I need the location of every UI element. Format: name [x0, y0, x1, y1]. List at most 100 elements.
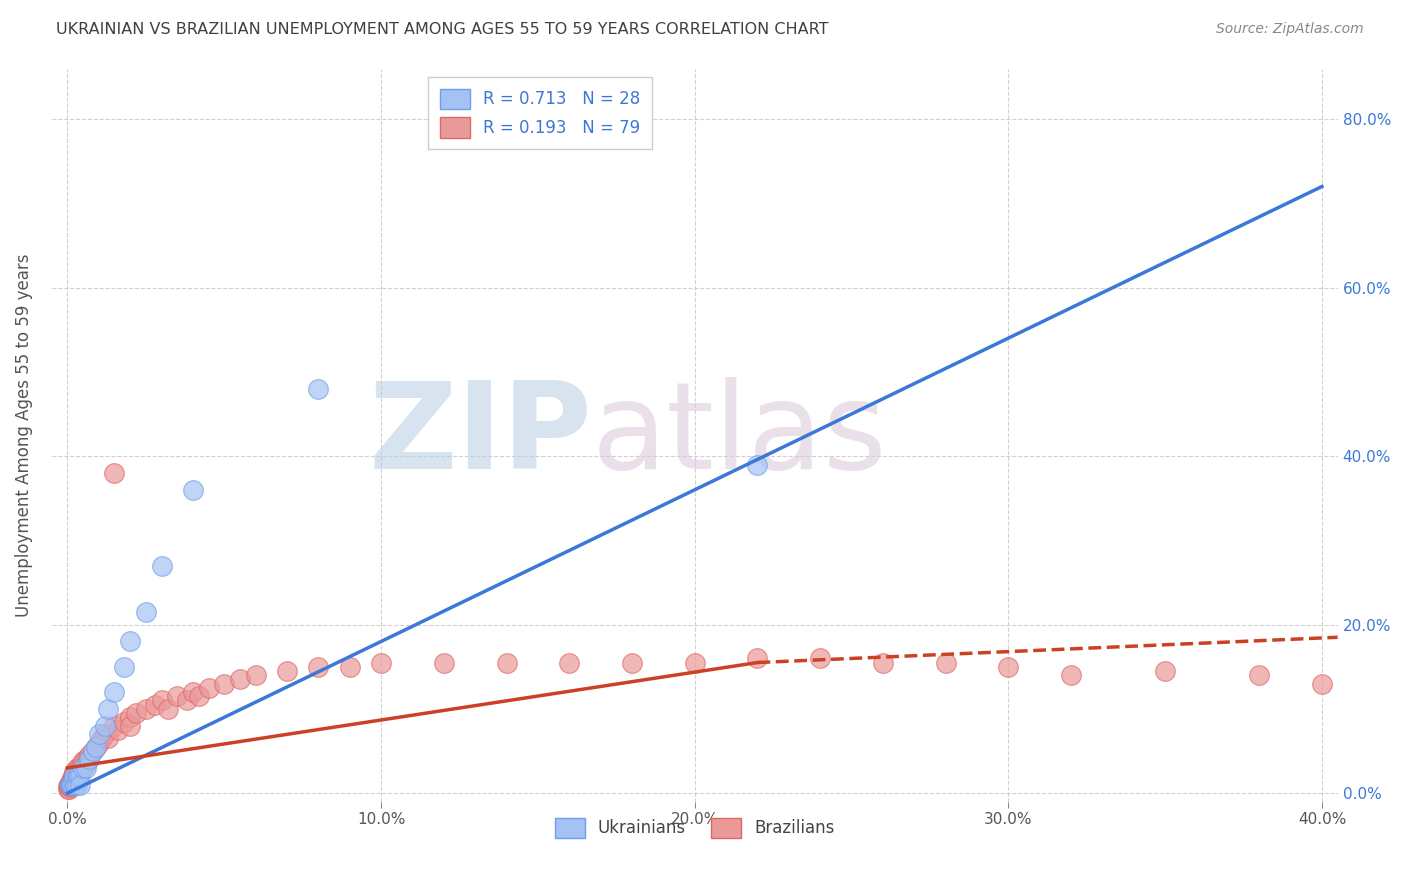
Point [87, 736, 110, 750]
Point [143, 698, 166, 712]
Point [60, 778, 83, 792]
Point [176, 693, 198, 707]
Point [79, 748, 101, 763]
Point [59, 778, 82, 792]
Text: atlas: atlas [592, 376, 887, 493]
Point [60, 778, 83, 792]
Point [120, 634, 142, 648]
Point [72, 754, 94, 768]
Point [66, 765, 89, 780]
Point [276, 664, 298, 678]
Point [1310, 676, 1333, 690]
Point [188, 690, 211, 704]
Point [79, 752, 101, 766]
Point [872, 656, 894, 670]
Point [79, 752, 101, 766]
Point [70, 756, 93, 771]
Point [65, 771, 87, 785]
Point [66, 778, 89, 792]
Point [62, 773, 84, 788]
Point [181, 483, 204, 497]
Point [197, 681, 219, 695]
Point [112, 659, 135, 673]
Point [747, 458, 769, 472]
Text: UKRAINIAN VS BRAZILIAN UNEMPLOYMENT AMONG AGES 55 TO 59 YEARS CORRELATION CHART: UKRAINIAN VS BRAZILIAN UNEMPLOYMENT AMON… [56, 22, 828, 37]
Point [135, 702, 157, 716]
Point [58, 780, 80, 794]
Point [69, 769, 91, 783]
Point [339, 659, 361, 673]
Point [67, 763, 90, 777]
Point [63, 769, 86, 783]
Point [82, 744, 104, 758]
Point [59, 778, 82, 792]
Point [103, 466, 125, 480]
Legend: Ukrainians, Brazilians: Ukrainians, Brazilians [548, 811, 841, 845]
Point [935, 656, 957, 670]
Point [156, 702, 179, 716]
Point [94, 727, 117, 741]
Point [62, 773, 84, 788]
Point [66, 769, 89, 783]
Point [60, 773, 83, 788]
Point [94, 719, 117, 733]
Point [433, 656, 456, 670]
Point [495, 656, 517, 670]
Point [75, 752, 97, 766]
Text: ZIP: ZIP [368, 376, 592, 493]
Point [65, 765, 87, 780]
Point [72, 761, 94, 775]
Point [1060, 668, 1083, 682]
Point [84, 739, 107, 754]
Point [66, 761, 89, 775]
Point [62, 765, 84, 780]
Point [60, 771, 83, 785]
Point [69, 759, 91, 773]
Point [112, 714, 135, 729]
Point [59, 778, 82, 792]
Point [1249, 668, 1271, 682]
Point [120, 710, 142, 724]
Point [683, 656, 706, 670]
Point [58, 778, 80, 792]
Point [62, 771, 84, 785]
Point [84, 739, 107, 754]
Point [125, 706, 148, 720]
Point [307, 659, 329, 673]
Point [59, 776, 82, 790]
Point [66, 769, 89, 783]
Point [65, 778, 87, 792]
Point [620, 656, 643, 670]
Point [135, 605, 157, 619]
Point [60, 776, 83, 790]
Point [97, 702, 120, 716]
Point [747, 651, 769, 665]
Point [59, 776, 82, 790]
Point [558, 656, 581, 670]
Point [82, 744, 104, 758]
Point [87, 727, 110, 741]
Point [58, 781, 80, 796]
Y-axis label: Unemployment Among Ages 55 to 59 years: Unemployment Among Ages 55 to 59 years [15, 253, 32, 616]
Point [103, 685, 125, 699]
Point [58, 780, 80, 794]
Point [166, 690, 188, 704]
Point [62, 769, 84, 783]
Point [67, 769, 90, 783]
Point [307, 382, 329, 396]
Point [62, 778, 84, 792]
Point [997, 659, 1019, 673]
Point [56, 781, 79, 796]
Point [59, 780, 82, 794]
Point [212, 676, 235, 690]
Point [245, 668, 267, 682]
Point [1154, 664, 1177, 678]
Point [72, 761, 94, 775]
Point [69, 765, 91, 780]
Point [63, 769, 86, 783]
Point [150, 558, 173, 573]
Point [90, 731, 112, 746]
Point [75, 756, 97, 771]
Text: Source: ZipAtlas.com: Source: ZipAtlas.com [1216, 22, 1364, 37]
Point [97, 731, 120, 746]
